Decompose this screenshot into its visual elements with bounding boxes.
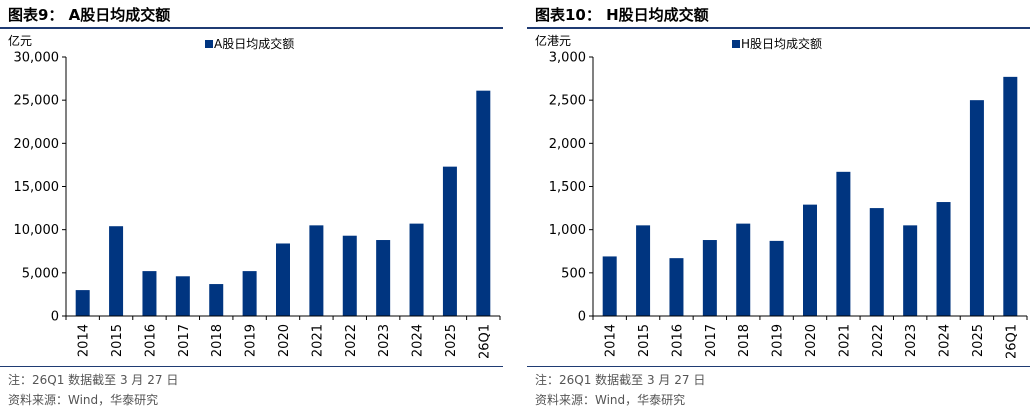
x-tick-label: 2025 (971, 324, 986, 357)
bar-2016 (669, 258, 684, 316)
bar-2015 (636, 225, 651, 316)
x-tick-label: 2018 (210, 324, 225, 357)
y-tick-label: 0 (578, 310, 586, 325)
x-tick-label: 2024 (938, 324, 953, 357)
bar-2020 (803, 204, 817, 316)
chart-panel-a-share: 图表9： A股日均成交额 亿元 A股日均成交额 0 5,000 10,000 15,000… (0, 0, 503, 412)
bar-2022 (869, 208, 884, 316)
y-unit-label: 亿元 (8, 33, 32, 48)
bar-2023 (376, 240, 391, 316)
x-tick-label: 2020 (277, 324, 292, 357)
y-axis: 0 5,000 10,000 15,000 20,000 25,000 30,000 (14, 51, 67, 325)
bar-2016 (142, 271, 157, 316)
legend: A股日均成交额 (205, 36, 294, 51)
footer-rule (0, 366, 503, 367)
bar-2019 (769, 240, 784, 316)
y-tick-label: 1,000 (549, 223, 586, 238)
x-axis: 2014 2015 2016 2017 2018 2019 2020 2021 2022 2023… (592, 315, 1028, 359)
x-tick-label: 2023 (377, 324, 392, 357)
y-tick-label: 25,000 (14, 94, 60, 109)
y-tick-label: 30,000 (14, 51, 60, 66)
x-tick-label: 2025 (444, 324, 459, 357)
bar-2018 (736, 223, 751, 316)
legend-label: H股日均成交额 (741, 36, 822, 51)
bar-chart-h-share: 亿港元 H股日均成交额 0 500 1,000 1,500 2,000 2,500 3,000 2… (535, 33, 1028, 359)
bar-2023 (903, 225, 918, 316)
y-tick-label: 500 (561, 266, 586, 281)
x-tick-label: 2017 (177, 324, 192, 357)
x-tick-label: 2015 (637, 324, 652, 357)
x-tick-label: 2023 (904, 324, 919, 357)
bar-2017 (175, 276, 190, 316)
bar-2021 (309, 225, 324, 316)
x-tick-label: 2022 (871, 324, 886, 357)
x-tick-label: 2016 (143, 324, 158, 357)
x-tick-label: 2021 (310, 324, 325, 357)
legend-label: A股日均成交额 (214, 36, 294, 51)
figure-title: 图表10： H股日均成交额 (535, 6, 709, 24)
x-tick-label: 2016 (670, 324, 685, 357)
bar-2021 (836, 171, 851, 316)
bar-2014 (602, 256, 617, 316)
legend-swatch (732, 40, 740, 48)
y-tick-label: 2,000 (549, 137, 586, 152)
y-tick-label: 5,000 (22, 266, 59, 281)
bars (602, 76, 1018, 317)
bar-2024 (936, 202, 951, 316)
title-rule (527, 27, 1030, 29)
y-tick-label: 20,000 (14, 137, 60, 152)
chart-note: 注：26Q1 数据截至 3 月 27 日 (535, 373, 706, 387)
y-tick-label: 1,500 (549, 180, 586, 195)
x-tick-label: 2019 (771, 324, 786, 357)
bar-2022 (342, 235, 357, 316)
footer-rule (527, 366, 1030, 367)
bar-2018 (209, 284, 224, 316)
bar-26Q1 (1003, 76, 1018, 317)
y-tick-label: 0 (51, 310, 59, 325)
x-tick-label: 2015 (110, 324, 125, 357)
bars (75, 90, 491, 316)
bar-2025 (442, 166, 457, 316)
bar-chart-a-share: 亿元 A股日均成交额 0 5,000 10,000 15,000 20,000 25,000 3… (8, 33, 501, 359)
x-tick-label: 26Q1 (1004, 324, 1019, 359)
y-tick-label: 10,000 (14, 223, 60, 238)
legend: H股日均成交额 (732, 36, 822, 51)
x-tick-label: 2017 (704, 324, 719, 357)
bar-2017 (702, 240, 717, 316)
bar-2020 (276, 243, 290, 316)
chart-note: 注：26Q1 数据截至 3 月 27 日 (8, 373, 179, 387)
bar-2015 (109, 226, 124, 316)
x-tick-label: 2021 (837, 324, 852, 357)
chart-source: 资料来源：Wind，华泰研究 (535, 393, 686, 407)
title-rule (0, 27, 503, 29)
bar-2014 (75, 290, 90, 316)
chart-source: 资料来源：Wind，华泰研究 (8, 393, 159, 407)
legend-swatch (205, 40, 213, 48)
y-axis: 0 500 1,000 1,500 2,000 2,500 3,000 (549, 51, 594, 325)
y-tick-label: 2,500 (549, 94, 586, 109)
x-tick-label: 2014 (604, 324, 619, 357)
bar-2025 (969, 100, 984, 317)
x-tick-label: 2019 (244, 324, 259, 357)
x-tick-label: 2024 (411, 324, 426, 357)
bar-26Q1 (476, 90, 491, 316)
x-tick-label: 2022 (344, 324, 359, 357)
x-tick-label: 2014 (77, 324, 92, 357)
x-axis: 2014 2015 2016 2017 2018 2019 2020 2021 2022 2023… (65, 315, 501, 359)
y-tick-label: 3,000 (549, 51, 586, 66)
bar-2024 (409, 223, 424, 316)
bar-2019 (242, 271, 257, 316)
x-tick-label: 2020 (804, 324, 819, 357)
y-unit-label: 亿港元 (535, 33, 571, 48)
figure-title: 图表9： A股日均成交额 (8, 6, 171, 24)
x-tick-label: 26Q1 (477, 324, 492, 359)
x-tick-label: 2018 (737, 324, 752, 357)
y-tick-label: 15,000 (14, 180, 60, 195)
chart-panel-h-share: 图表10： H股日均成交额 亿港元 H股日均成交额 0 500 1,000 1,500 2,… (527, 0, 1030, 412)
